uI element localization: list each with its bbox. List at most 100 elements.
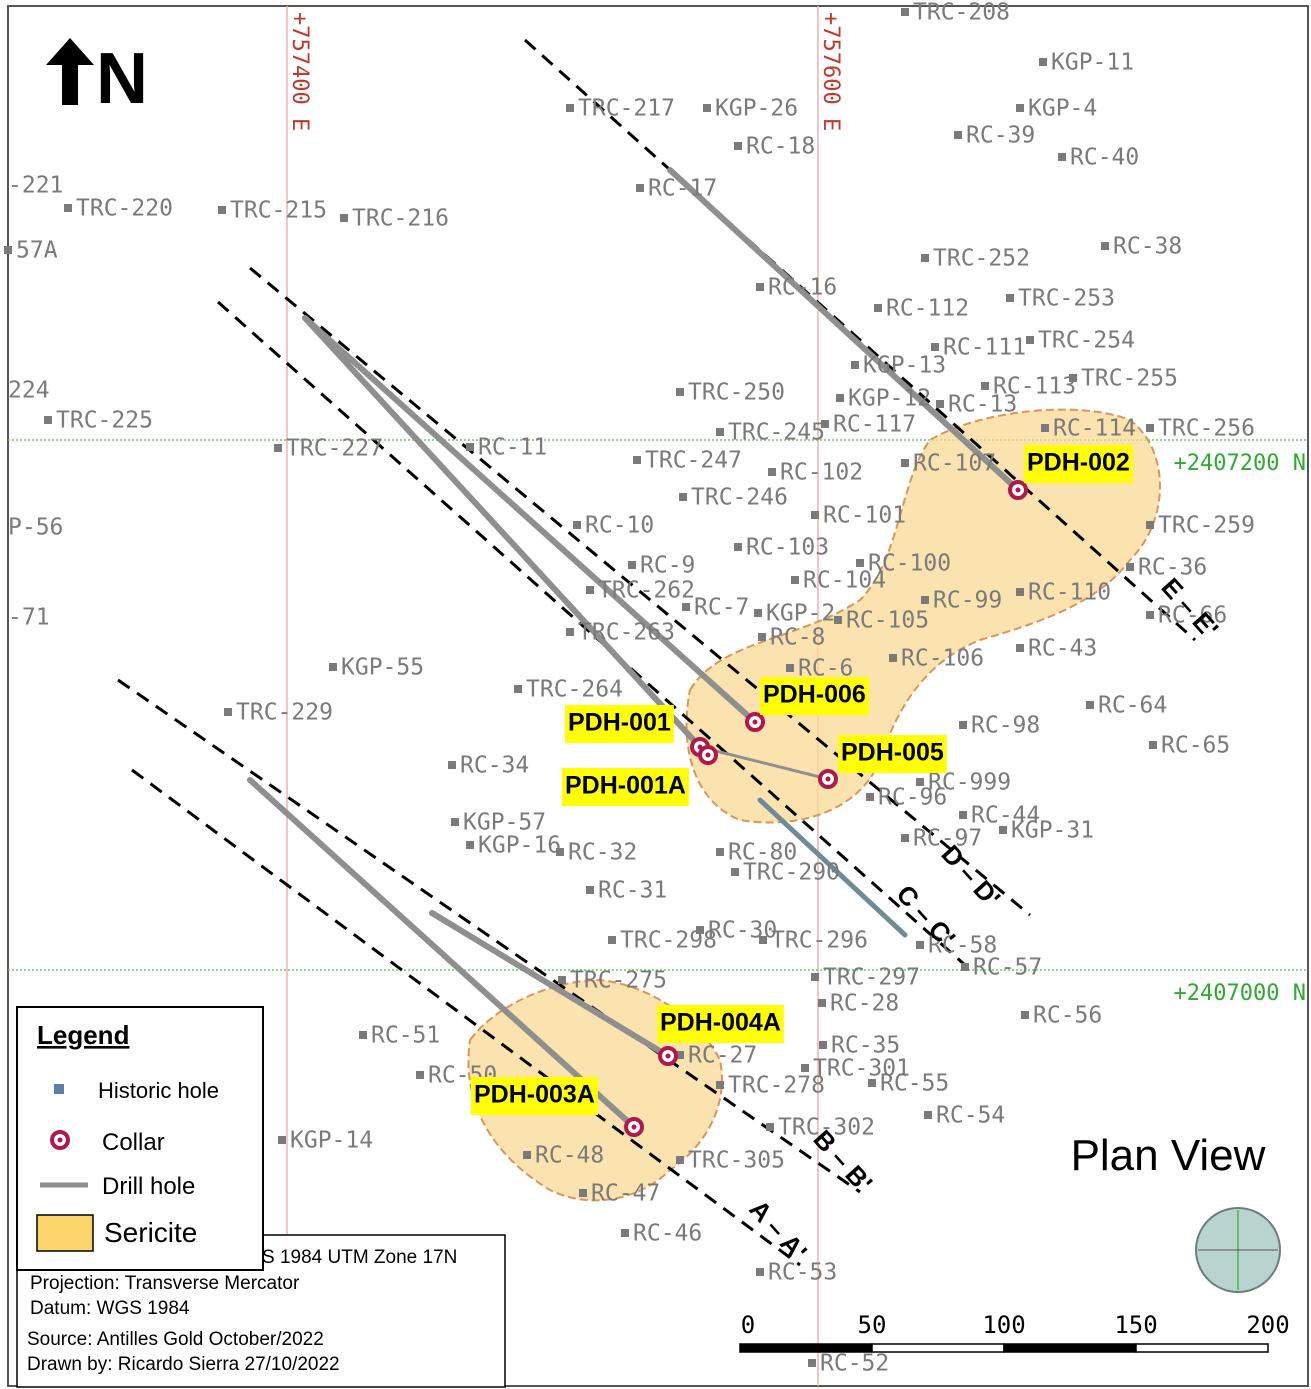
- hole-label: RC-46: [633, 1221, 702, 1247]
- hole-label: RC-98: [971, 713, 1040, 739]
- section-line: [249, 266, 1031, 917]
- historic-hole: [566, 628, 574, 636]
- hole-label: RC-34: [460, 753, 529, 779]
- drill-trace: [429, 910, 671, 1059]
- compass: [1195, 1207, 1281, 1293]
- section-line: [117, 678, 861, 1194]
- hole-label: TRC-262: [598, 578, 695, 604]
- hole-label: KGP-14: [290, 1128, 373, 1154]
- historic-hole: [566, 104, 574, 112]
- hole-label: RC-107: [913, 451, 996, 477]
- hole-label: TRC-275: [570, 968, 667, 994]
- hole-label: RC-66: [1158, 603, 1227, 629]
- historic-hole: [274, 444, 282, 452]
- historic-hole: [448, 761, 456, 769]
- info-line: Datum: WGS 1984: [30, 1298, 190, 1319]
- legend-symbol: [57, 1137, 63, 1143]
- hole-label: TRC-208: [913, 0, 1010, 26]
- historic-hole: [1026, 336, 1034, 344]
- historic-hole: [703, 104, 711, 112]
- hole-label: TRC-255: [1081, 366, 1178, 392]
- arrow: [46, 38, 94, 105]
- historic-hole: [1021, 1011, 1029, 1019]
- hole-label: RC-43: [1028, 636, 1097, 662]
- legend-label: Sericite: [104, 1217, 197, 1248]
- historic-hole: [961, 963, 969, 971]
- historic-hole: [1039, 58, 1047, 66]
- historic-hole: [579, 1189, 587, 1197]
- hole-label: KGP-11: [1051, 50, 1134, 76]
- hole-label: RC-35: [831, 1033, 900, 1059]
- historic-hole: [921, 596, 929, 604]
- drill-trace: [247, 777, 637, 1130]
- historic-hole: [224, 708, 232, 716]
- hole-label: RC-101: [823, 503, 906, 529]
- drill-holes: PDH-002 PDH-006 PDH-001 PDH-005 PDH-001A PDH-…: [471, 445, 1133, 1137]
- historic-hole: [759, 936, 767, 944]
- hole-label: RC-16: [768, 275, 837, 301]
- hole-label: TRC-250: [688, 380, 785, 406]
- historic-hole: [1016, 104, 1024, 112]
- hole-label: RC-11: [478, 435, 547, 461]
- hole-label: RC-27: [688, 1043, 757, 1069]
- drill-trace: [302, 315, 703, 750]
- legend-label: Drill hole: [102, 1173, 195, 1200]
- drill-trace: [698, 745, 830, 781]
- historic-hole: [1058, 153, 1066, 161]
- hole-label: 57A: [16, 238, 58, 264]
- drill-hole-label: PDH-003A: [474, 1081, 595, 1109]
- hole-label: TRC-301: [813, 1056, 910, 1082]
- hole-label: RC-80: [728, 840, 797, 866]
- hole-label: RC-51: [371, 1023, 440, 1049]
- historic-hole: [921, 254, 929, 262]
- drill-trace: [302, 315, 758, 725]
- hole-label: RC-96: [878, 785, 947, 811]
- hole-label: TRC-263: [578, 620, 675, 646]
- historic-hole: [586, 886, 594, 894]
- hole-label: RC-112: [886, 296, 969, 322]
- hole-label: RC-58: [928, 933, 997, 959]
- hole-label: RC-39: [966, 123, 1035, 149]
- hole-label: RC-36: [1138, 555, 1207, 581]
- historic-hole: [916, 941, 924, 949]
- hole-label: RC-103: [746, 535, 829, 561]
- historic-hole: [573, 521, 581, 529]
- historic-hole: [916, 778, 924, 786]
- historic-hole: [901, 834, 909, 842]
- historic-hole: [1006, 294, 1014, 302]
- historic-hole: [811, 511, 819, 519]
- section-lines: [117, 38, 1197, 1267]
- label-box: [838, 735, 947, 773]
- historic-hole: [1041, 424, 1049, 432]
- historic-hole: [1146, 424, 1154, 432]
- collar-dot: [665, 1053, 671, 1059]
- hole-label: TRC-246: [691, 485, 788, 511]
- hole-label: RC-99: [933, 588, 1002, 614]
- historic-hole: [758, 633, 766, 641]
- historic-hole: [931, 343, 939, 351]
- label-box: [657, 1005, 784, 1043]
- historic-hole: [558, 976, 566, 984]
- hole-label: TRC-229: [236, 700, 333, 726]
- hole-label: RC-13: [948, 392, 1017, 418]
- scale-segment: [739, 1343, 873, 1353]
- collar-dot: [705, 752, 711, 758]
- hole-label: KGP-16: [478, 833, 561, 859]
- hole-label: -221: [8, 173, 63, 199]
- hole-label: TRC-252: [933, 246, 1030, 272]
- historic-hole: [901, 459, 909, 467]
- hole-label: RC-106: [901, 646, 984, 672]
- historic-hole: [924, 1111, 932, 1119]
- hole-label: RC-32: [568, 840, 637, 866]
- legend-symbol: [54, 1084, 64, 1094]
- grid-label: +2407200 N: [1174, 451, 1306, 476]
- hole-label: RC-40: [1070, 145, 1139, 171]
- historic-hole: [1086, 701, 1094, 709]
- historic-hole: [1126, 563, 1134, 571]
- hole-label: RC-64: [1098, 693, 1167, 719]
- drill-hole-label: PDH-002: [1027, 449, 1130, 477]
- hole-label: RC-102: [780, 460, 863, 486]
- hole-label: RC-31: [598, 878, 667, 904]
- historic-hole: [1069, 374, 1077, 382]
- historic-hole: [819, 1041, 827, 1049]
